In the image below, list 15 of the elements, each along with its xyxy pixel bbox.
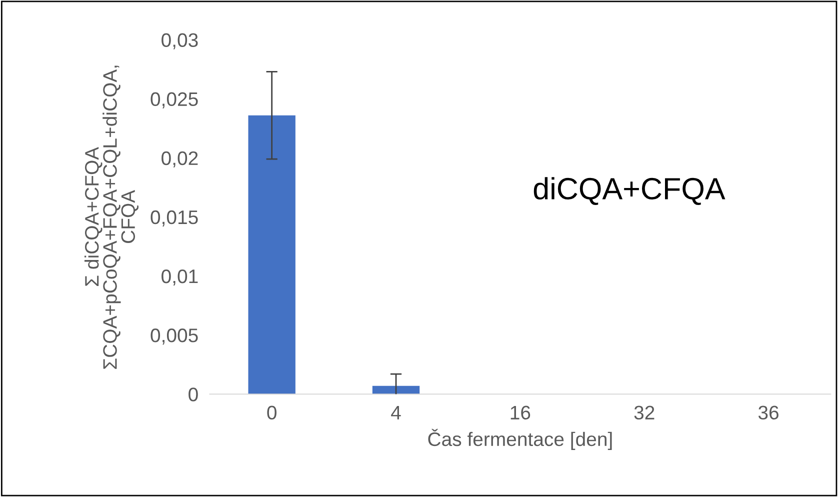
y-tick-label: 0,01 (162, 269, 198, 286)
y-tick-label: 0,015 (150, 210, 198, 226)
y-tick-label: 0,03 (162, 33, 198, 50)
y-tick-label: 0,025 (150, 92, 198, 108)
y-tick-label: 0,005 (150, 328, 198, 345)
x-tick-label: 16 (510, 406, 530, 420)
x-tick-label: 4 (391, 406, 401, 420)
y-tick-label: 0,02 (162, 151, 198, 168)
annotation: diCQA+CFQA (534, 177, 726, 205)
x-axis-title: Čas fermentace [den] (428, 428, 612, 450)
x-tick-label: 36 (758, 406, 778, 420)
y-tick-label: 0 (188, 388, 198, 402)
y-axis-title: Σ diCQA+CFQA ΣCQA+pCoQA+FQA+CQL+diCQA, CFQA (84, 66, 139, 369)
x-tick-label: 32 (634, 406, 654, 420)
x-tick-label: 0 (267, 406, 276, 420)
